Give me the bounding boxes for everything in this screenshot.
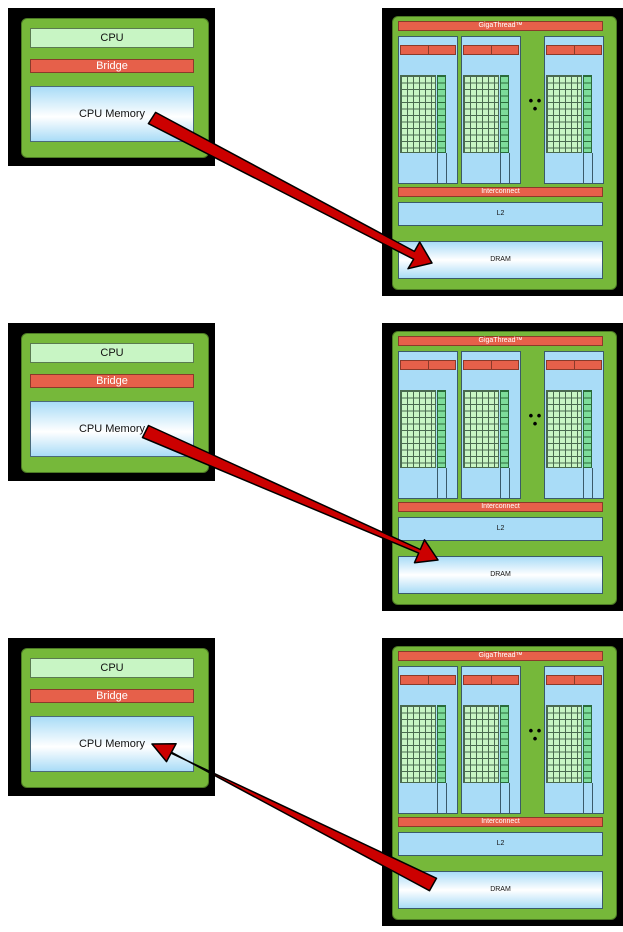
sm-divider: [509, 783, 510, 813]
gigathread-block: GigaThread™: [398, 651, 603, 661]
sm-core-grid: [546, 705, 582, 783]
interconnect-block: Interconnect: [398, 187, 603, 197]
more-sm-ellipsis: • • •: [528, 93, 542, 116]
gpu-device: GigaThread™ • • •: [382, 638, 623, 926]
sm-instruction-unit: [463, 675, 519, 685]
bridge-block: Bridge: [30, 59, 194, 73]
streaming-multiprocessor: [398, 36, 458, 184]
bridge-block: Bridge: [30, 374, 194, 388]
dram-block: DRAM: [398, 241, 603, 279]
cpu-block: CPU: [30, 343, 194, 363]
streaming-multiprocessor: [544, 666, 604, 814]
l2-cache-block: L2: [398, 832, 603, 856]
interconnect-block: Interconnect: [398, 502, 603, 512]
sm-divider: [446, 468, 447, 498]
diagram-panel: CPU Bridge CPU Memory GigaThread™ • • •: [0, 0, 623, 300]
sm-core-grid: [463, 390, 499, 468]
sm-instruction-unit: [463, 360, 519, 370]
dram-block: DRAM: [398, 556, 603, 594]
bridge-block: Bridge: [30, 689, 194, 703]
streaming-multiprocessor: [461, 351, 521, 499]
sm-instruction-unit: [546, 675, 602, 685]
diagram-panel: CPU Bridge CPU Memory GigaThread™ • • •: [0, 630, 623, 930]
sm-core-grid: [400, 705, 436, 783]
sm-divider: [437, 783, 438, 813]
host-board: CPU Bridge CPU Memory: [21, 648, 209, 788]
cpu-block: CPU: [30, 28, 194, 48]
interconnect-block: Interconnect: [398, 817, 603, 827]
sm-special-units: [500, 705, 509, 783]
gigathread-block: GigaThread™: [398, 21, 603, 31]
sm-instruction-unit: [400, 360, 456, 370]
transfer-arrow: [151, 742, 438, 892]
sm-special-units: [500, 75, 509, 153]
host-board: CPU Bridge CPU Memory: [21, 18, 209, 158]
sm-instruction-unit: [400, 675, 456, 685]
host-system: CPU Bridge CPU Memory: [8, 638, 215, 796]
gpu-device: GigaThread™ • • •: [382, 323, 623, 611]
host-system: CPU Bridge CPU Memory: [8, 8, 215, 166]
streaming-multiprocessor: [544, 36, 604, 184]
more-sm-ellipsis: • • •: [528, 408, 542, 431]
streaming-multiprocessor: [461, 666, 521, 814]
sm-special-units: [437, 705, 446, 783]
sm-divider: [500, 153, 501, 183]
sm-divider: [509, 468, 510, 498]
sm-divider: [446, 153, 447, 183]
streaming-multiprocessor: [461, 36, 521, 184]
sm-divider: [446, 783, 447, 813]
sm-core-grid: [400, 75, 436, 153]
sm-instruction-unit: [400, 45, 456, 55]
sm-core-grid: [546, 390, 582, 468]
sm-divider: [592, 153, 593, 183]
l2-cache-block: L2: [398, 517, 603, 541]
sm-special-units: [583, 390, 592, 468]
sm-divider: [500, 783, 501, 813]
transfer-arrow: [141, 424, 439, 564]
sm-divider: [437, 153, 438, 183]
sm-core-grid: [463, 705, 499, 783]
gpu-board: GigaThread™ • • •: [392, 16, 617, 290]
sm-divider: [583, 468, 584, 498]
sm-core-grid: [546, 75, 582, 153]
sm-core-grid: [463, 75, 499, 153]
sm-divider: [437, 468, 438, 498]
sm-divider: [583, 153, 584, 183]
sm-instruction-unit: [546, 360, 602, 370]
sm-special-units: [437, 75, 446, 153]
sm-divider: [583, 783, 584, 813]
host-system: CPU Bridge CPU Memory: [8, 323, 215, 481]
sm-special-units: [583, 705, 592, 783]
more-sm-ellipsis: • • •: [528, 723, 542, 746]
sm-special-units: [500, 390, 509, 468]
sm-divider: [592, 783, 593, 813]
gpu-device: GigaThread™ • • •: [382, 8, 623, 296]
sm-divider: [592, 468, 593, 498]
streaming-multiprocessor: [544, 351, 604, 499]
sm-divider: [509, 153, 510, 183]
sm-special-units: [583, 75, 592, 153]
gigathread-block: GigaThread™: [398, 336, 603, 346]
streaming-multiprocessor: [398, 351, 458, 499]
sm-divider: [500, 468, 501, 498]
sm-instruction-unit: [546, 45, 602, 55]
transfer-arrow: [147, 111, 433, 270]
gpu-board: GigaThread™ • • •: [392, 646, 617, 920]
sm-core-grid: [400, 390, 436, 468]
diagram-panel: CPU Bridge CPU Memory GigaThread™ • • •: [0, 315, 623, 615]
sm-instruction-unit: [463, 45, 519, 55]
l2-cache-block: L2: [398, 202, 603, 226]
gpu-board: GigaThread™ • • •: [392, 331, 617, 605]
sm-special-units: [437, 390, 446, 468]
streaming-multiprocessor: [398, 666, 458, 814]
cpu-block: CPU: [30, 658, 194, 678]
